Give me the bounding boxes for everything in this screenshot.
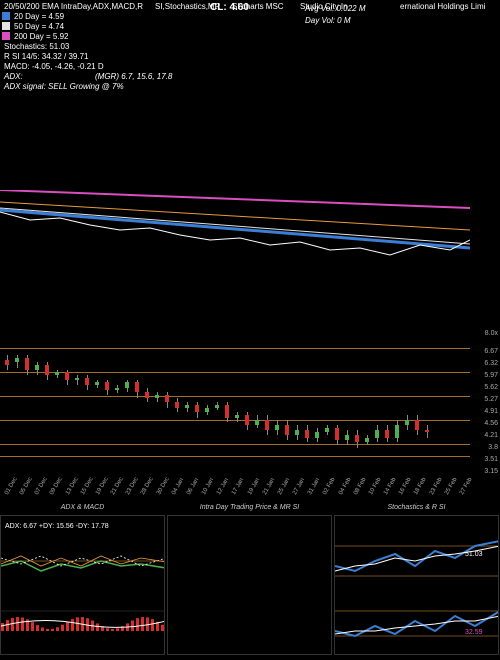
adx-macd-panel: ADX & MACD ADX: 6.67 +DY: 15.56 -DY: 17.… (0, 515, 165, 655)
header-line1-e: ernational Holdings Limi (400, 2, 485, 11)
intraday-panel-title: Intra Day Trading Price & MR SI (168, 504, 331, 511)
y-axis: 8.0x6.676.325.975.625.274.914.564.213.83… (470, 330, 500, 480)
svg-text:32.59: 32.59 (465, 629, 483, 636)
avg-vol: Avg Vol: 0.022 M (305, 4, 365, 13)
ema50-swatch (2, 22, 10, 30)
ema200-swatch (2, 32, 10, 40)
ema20-label: 20 Day = 4.59 (14, 12, 64, 21)
moving-average-chart (0, 190, 470, 260)
adx-signal: ADX signal: SELL Growing @ 7% (4, 82, 124, 91)
adx-label-1: ADX: (4, 72, 23, 81)
ema200-label: 200 Day = 5.92 (14, 32, 68, 41)
header-line1-a: 20/50/200 EMA IntraDay,ADX,MACD,R (4, 2, 143, 11)
close-price: CL: 4.60 (210, 2, 249, 13)
stoch-panel-title: Stochastics & R SI (335, 504, 498, 511)
stochastics-label: Stochastics: 51.03 (4, 42, 69, 51)
intraday-panel: Intra Day Trading Price & MR SI (167, 515, 332, 655)
svg-text:ADX: 6.67 +DY: 15.56 -DY: 17.7: ADX: 6.67 +DY: 15.56 -DY: 17.78 (5, 523, 109, 530)
candlestick-chart (0, 330, 470, 480)
adx-label-2: (MGR) 6.7, 15.6, 17.8 (95, 72, 172, 81)
stochastics-panel: Stochastics & R SI 51.03 32.59 (334, 515, 499, 655)
rsi-label: R SI 14/5: 34.32 / 39.71 (4, 52, 89, 61)
x-axis: 01 Dec05 Dec07 Dec09 Dec13 Dec15 Dec19 D… (0, 485, 470, 505)
ema50-label: 50 Day = 4.74 (14, 22, 64, 31)
day-vol: Day Vol: 0 M (305, 16, 351, 25)
adx-panel-title: ADX & MACD (1, 504, 164, 511)
macd-label: MACD: -4.05, -4.26, -0.21 D (4, 62, 104, 71)
ema20-swatch (2, 12, 10, 20)
